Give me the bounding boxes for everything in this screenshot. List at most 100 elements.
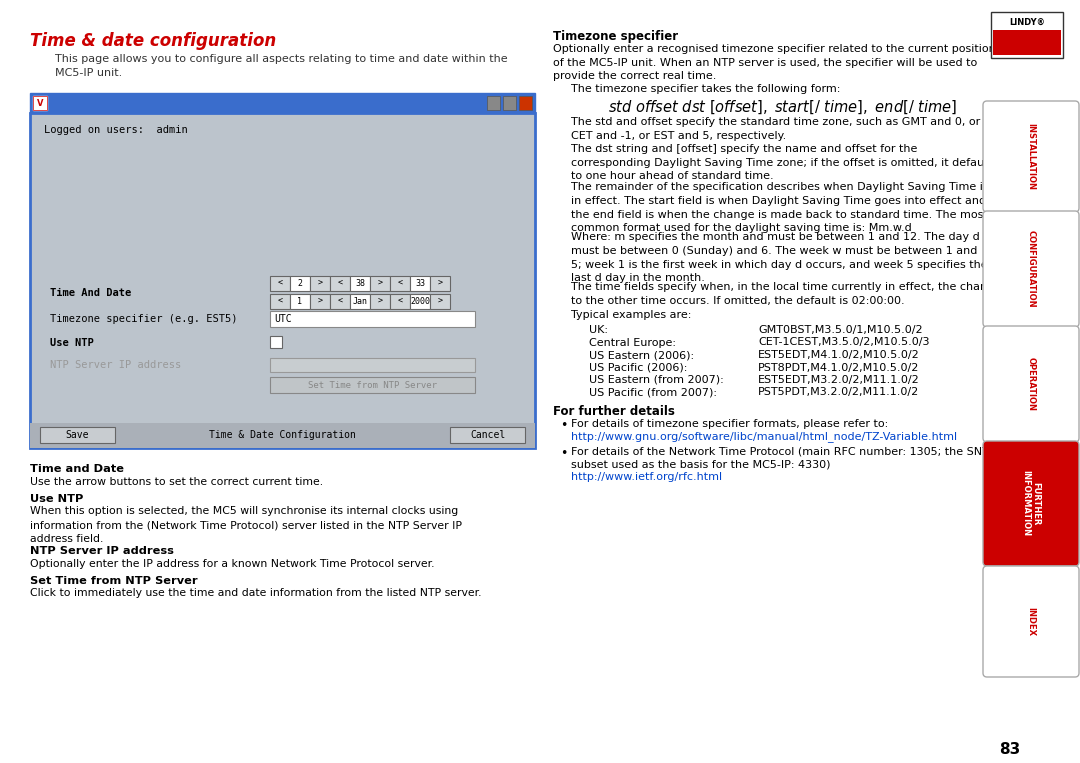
Text: Use NTP: Use NTP — [50, 338, 94, 348]
Bar — [430, 276, 450, 291]
Text: Jan: Jan — [352, 297, 367, 306]
Text: Typical examples are:: Typical examples are: — [571, 310, 691, 320]
Bar — [30, 423, 535, 448]
Text: <: < — [278, 279, 283, 288]
Bar — [350, 294, 370, 309]
Text: PST5PDT,M3.2.0/2,M11.1.0/2: PST5PDT,M3.2.0/2,M11.1.0/2 — [758, 388, 919, 398]
Bar — [330, 276, 350, 291]
Bar — [270, 358, 475, 372]
Text: http://www.ietf.org/rfc.html: http://www.ietf.org/rfc.html — [571, 472, 723, 482]
Text: Time & Date Configuration: Time & Date Configuration — [210, 430, 356, 440]
Bar — [390, 276, 410, 291]
Bar — [991, 12, 1063, 58]
FancyBboxPatch shape — [983, 566, 1079, 677]
Text: CET-1CEST,M3.5.0/2,M10.5.0/3: CET-1CEST,M3.5.0/2,M10.5.0/3 — [758, 337, 930, 347]
Text: Click to immediately use the time and date information from the listed NTP serve: Click to immediately use the time and da… — [30, 588, 482, 598]
Text: subset used as the basis for the MC5-IP: 4330): subset used as the basis for the MC5-IP:… — [571, 459, 831, 469]
Bar — [30, 93, 535, 113]
Text: For details of timezone specifier formats, please refer to:: For details of timezone specifier format… — [571, 419, 888, 429]
FancyBboxPatch shape — [983, 441, 1079, 566]
Bar — [390, 294, 410, 309]
Text: Cancel: Cancel — [471, 430, 505, 440]
Text: $\mathit{std}\ \mathit{offset}\ \mathit{dst}\ [\mathit{offset}],\ \mathit{start}: $\mathit{std}\ \mathit{offset}\ \mathit{… — [608, 99, 957, 117]
Text: Optionally enter a recognised timezone specifier related to the current position: Optionally enter a recognised timezone s… — [553, 44, 996, 81]
Text: http://www.gnu.org/software/libc/manual/html_node/TZ-Variable.html: http://www.gnu.org/software/libc/manual/… — [571, 432, 957, 443]
Text: <: < — [337, 279, 342, 288]
Bar — [410, 276, 430, 291]
Text: US Pacific (from 2007):: US Pacific (from 2007): — [589, 388, 717, 398]
Text: Timezone specifier: Timezone specifier — [553, 30, 678, 43]
Text: >: > — [437, 279, 443, 288]
Text: 2000: 2000 — [410, 297, 430, 306]
Bar — [310, 294, 330, 309]
Text: For details of the Network Time Protocol (main RFC number: 1305; the SNTP: For details of the Network Time Protocol… — [571, 447, 996, 457]
Text: •: • — [561, 419, 567, 432]
Bar — [350, 276, 370, 291]
Text: >: > — [318, 279, 323, 288]
FancyBboxPatch shape — [983, 211, 1079, 327]
Bar — [270, 377, 475, 393]
Text: <: < — [397, 279, 403, 288]
Text: NTP Server IP address: NTP Server IP address — [30, 546, 174, 556]
Text: Where: m specifies the month and must be between 1 and 12. The day d
must be bet: Where: m specifies the month and must be… — [571, 233, 987, 283]
Bar — [487, 96, 500, 110]
Text: •: • — [561, 447, 567, 460]
Text: V: V — [37, 98, 43, 108]
Text: GMT0BST,M3.5.0/1,M10.5.0/2: GMT0BST,M3.5.0/1,M10.5.0/2 — [758, 325, 922, 335]
Text: 33: 33 — [415, 279, 426, 288]
Bar — [40, 427, 114, 443]
Text: Save: Save — [65, 430, 89, 440]
Text: Time and Date: Time and Date — [30, 464, 124, 474]
Text: The remainder of the specification describes when Daylight Saving Time is
in eff: The remainder of the specification descr… — [571, 182, 988, 233]
Text: Use the arrow buttons to set the correct current time.: Use the arrow buttons to set the correct… — [30, 477, 323, 487]
Text: >: > — [378, 297, 382, 306]
Text: Logged on users:  admin: Logged on users: admin — [44, 125, 188, 135]
Text: INDEX: INDEX — [1026, 607, 1036, 636]
Text: The time fields specify when, in the local time currently in effect, the change
: The time fields specify when, in the loc… — [571, 282, 1001, 306]
Bar — [33, 96, 48, 110]
Text: INSTALLATION: INSTALLATION — [1026, 123, 1036, 190]
Text: Use NTP: Use NTP — [30, 494, 83, 504]
Bar — [270, 294, 291, 309]
Text: The std and offset specify the standard time zone, such as GMT and 0, or
CET and: The std and offset specify the standard … — [571, 117, 981, 140]
Text: The timezone specifier takes the following form:: The timezone specifier takes the followi… — [571, 85, 840, 95]
Text: Set Time from NTP Server: Set Time from NTP Server — [30, 575, 198, 585]
Text: CONFIGURATION: CONFIGURATION — [1026, 230, 1036, 307]
Bar — [430, 294, 450, 309]
Text: EST5EDT,M4.1.0/2,M10.5.0/2: EST5EDT,M4.1.0/2,M10.5.0/2 — [758, 350, 920, 360]
Bar — [270, 311, 475, 327]
Text: >: > — [378, 279, 382, 288]
FancyBboxPatch shape — [983, 326, 1079, 442]
Bar — [370, 294, 390, 309]
Bar — [33, 96, 48, 110]
Bar — [270, 276, 291, 291]
Text: NTP Server IP address: NTP Server IP address — [50, 360, 181, 370]
Text: Time & date configuration: Time & date configuration — [30, 32, 276, 50]
Bar — [519, 96, 532, 110]
Bar — [310, 276, 330, 291]
Text: EST5EDT,M3.2.0/2,M11.1.0/2: EST5EDT,M3.2.0/2,M11.1.0/2 — [758, 375, 920, 385]
Text: When this option is selected, the MC5 will synchronise its internal clocks using: When this option is selected, the MC5 wi… — [30, 507, 462, 544]
FancyBboxPatch shape — [983, 101, 1079, 212]
Text: For further details: For further details — [553, 405, 675, 418]
Bar — [330, 294, 350, 309]
Text: Set Time from NTP Server: Set Time from NTP Server — [308, 381, 436, 389]
Text: This page allows you to configure all aspects relating to time and date within t: This page allows you to configure all as… — [55, 54, 508, 78]
Text: PST8PDT,M4.1.0/2,M10.5.0/2: PST8PDT,M4.1.0/2,M10.5.0/2 — [758, 362, 919, 372]
Text: >: > — [318, 297, 323, 306]
Bar — [503, 96, 516, 110]
Text: Timezone specifier (e.g. EST5): Timezone specifier (e.g. EST5) — [50, 314, 238, 324]
Text: LINDY®: LINDY® — [1009, 18, 1045, 27]
Text: UK:: UK: — [589, 325, 608, 335]
Bar — [291, 276, 310, 291]
Text: <: < — [337, 297, 342, 306]
Text: Time And Date: Time And Date — [50, 288, 132, 298]
Bar — [993, 30, 1061, 55]
Text: UTC: UTC — [274, 314, 292, 324]
Text: <: < — [397, 297, 403, 306]
Text: 2: 2 — [297, 279, 302, 288]
Text: >: > — [437, 297, 443, 306]
Bar — [270, 336, 282, 348]
Bar — [450, 427, 525, 443]
Text: US Eastern (2006):: US Eastern (2006): — [589, 350, 694, 360]
